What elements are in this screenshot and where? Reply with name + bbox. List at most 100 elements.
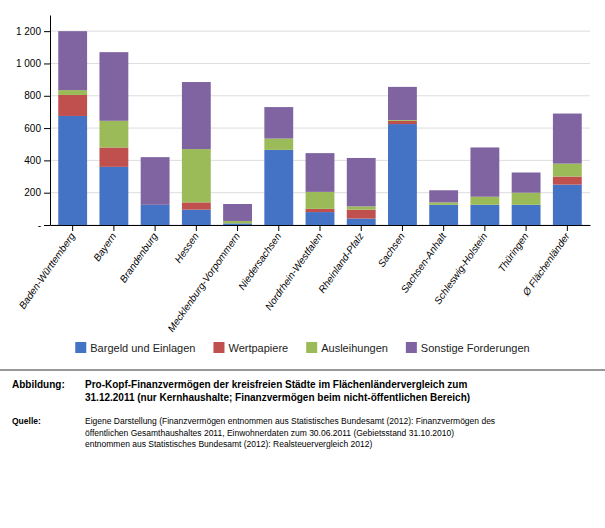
bar-series xyxy=(58,116,582,225)
y-tick-label: 800 xyxy=(24,90,41,101)
y-tick: 800 xyxy=(24,90,50,101)
bar xyxy=(223,223,252,225)
bar xyxy=(264,107,293,139)
x-axis: Baden-WürttembergBayernBrandenburgHessen… xyxy=(17,225,591,334)
y-tick-mark xyxy=(44,96,50,97)
x-tick: Hessen xyxy=(172,225,201,265)
x-tick: Mecklenburg-Vorpommern xyxy=(165,225,242,334)
y-tick-mark xyxy=(44,225,50,226)
bar-series xyxy=(58,90,582,223)
bar xyxy=(141,205,170,225)
y-tick-mark xyxy=(44,193,50,194)
x-tick-mark xyxy=(155,225,156,231)
bar xyxy=(553,185,582,225)
bar xyxy=(182,149,211,202)
y-tick: 600 xyxy=(24,123,50,134)
y-tick-label: - xyxy=(38,220,41,231)
bar xyxy=(99,167,128,225)
y-tick: 1 200 xyxy=(16,26,50,37)
annotation-line: entnommen aus Statistisches Bundesamt (2… xyxy=(85,439,372,449)
y-axis: -2004006008001 0001 200 xyxy=(16,16,51,231)
bar xyxy=(58,116,87,225)
y-tick-label: 200 xyxy=(24,187,41,198)
x-tick-mark xyxy=(402,225,403,231)
annotation-text: Eigene Darstellung (Finanzvermögen entno… xyxy=(85,416,495,449)
bar xyxy=(470,147,499,196)
y-tick-label: 1 200 xyxy=(16,26,41,37)
x-tick: Niedersachsen xyxy=(236,225,284,292)
x-tick-mark xyxy=(567,225,568,231)
legend-label: Wertpapiere xyxy=(228,342,288,354)
y-axis-line xyxy=(50,16,51,226)
bar xyxy=(99,52,128,121)
x-tick: Baden-Württemberg xyxy=(17,225,78,311)
legend: Bargeld und Einlagen Wertpapiere Ausleihun… xyxy=(75,342,529,354)
x-tick-mark xyxy=(72,225,73,231)
bar xyxy=(347,219,376,225)
x-tick-label: Rheinland-Pfalz xyxy=(316,231,366,295)
grid-line xyxy=(50,128,590,129)
x-tick: Thüringen xyxy=(496,225,531,274)
bar xyxy=(512,193,541,205)
annotation-label: Abbildung: xyxy=(12,379,65,390)
x-tick-label: Bayern xyxy=(91,230,118,263)
annotation: Quelle: Eigene Darstellung (Finanzvermöge… xyxy=(12,416,495,449)
x-tick-mark xyxy=(113,225,114,231)
bar xyxy=(182,202,211,209)
bar xyxy=(553,114,582,164)
bar xyxy=(470,205,499,225)
bar xyxy=(223,204,252,221)
bar xyxy=(512,173,541,193)
x-tick-label: Hessen xyxy=(172,230,201,264)
bar xyxy=(470,197,499,205)
bar xyxy=(306,212,335,225)
bar xyxy=(99,121,128,148)
x-tick-mark xyxy=(237,225,238,231)
y-tick: - xyxy=(38,220,50,231)
grid-line xyxy=(50,63,590,64)
x-tick-label: Niedersachsen xyxy=(236,230,284,291)
bar xyxy=(347,210,376,219)
annotation: Abbildung:Pro-Kopf-Finanzvermögen der kr… xyxy=(12,379,470,403)
annotation-label: Quelle: xyxy=(12,416,41,426)
bar xyxy=(306,192,335,209)
legend-swatch xyxy=(75,342,86,353)
bar xyxy=(306,209,335,212)
x-tick: Bayern xyxy=(91,225,118,263)
separator xyxy=(0,370,605,371)
y-tick: 200 xyxy=(24,187,50,198)
grid-line xyxy=(50,95,590,96)
x-tick-label: Ø Flächenländer xyxy=(520,230,572,298)
legend-swatch xyxy=(406,342,417,353)
x-tick-label: Nordrhein-Westfalen xyxy=(263,230,325,312)
legend-item: Bargeld und Einlagen xyxy=(75,342,195,354)
bar xyxy=(264,150,293,225)
bar xyxy=(58,95,87,116)
x-tick: Nordrhein-Westfalen xyxy=(263,225,325,312)
chart: -2004006008001 0001 200Baden-Württemberg… xyxy=(0,0,605,528)
y-tick-mark xyxy=(44,63,50,64)
legend-item: Sonstige Forderungen xyxy=(406,342,530,354)
legend-item: Wertpapiere xyxy=(213,342,288,354)
x-tick-mark xyxy=(484,225,485,231)
y-tick-mark xyxy=(44,160,50,161)
bars xyxy=(58,31,582,225)
bar xyxy=(553,177,582,185)
bar xyxy=(388,121,417,124)
x-tick: Sachsen-Anhalt xyxy=(399,225,449,295)
x-tick: Rheinland-Pfalz xyxy=(316,225,366,295)
annotation-line: öffentlichen Gesamthaushaltes 2011, Einw… xyxy=(85,428,454,438)
bar xyxy=(347,158,376,206)
legend-label: Sonstige Forderungen xyxy=(421,342,530,354)
x-tick: Sachsen xyxy=(376,225,408,269)
bar xyxy=(99,147,128,166)
legend-label: Bargeld und Einlagen xyxy=(90,342,195,354)
legend-swatch xyxy=(306,342,317,353)
bar xyxy=(182,210,211,225)
legend-item: Ausleihungen xyxy=(306,342,388,354)
x-tick-label: Thüringen xyxy=(496,230,531,274)
x-tick-mark xyxy=(196,225,197,231)
bar-series xyxy=(58,95,582,219)
x-tick-label: Schleswig-Holstein xyxy=(432,230,490,306)
bar xyxy=(264,139,293,150)
